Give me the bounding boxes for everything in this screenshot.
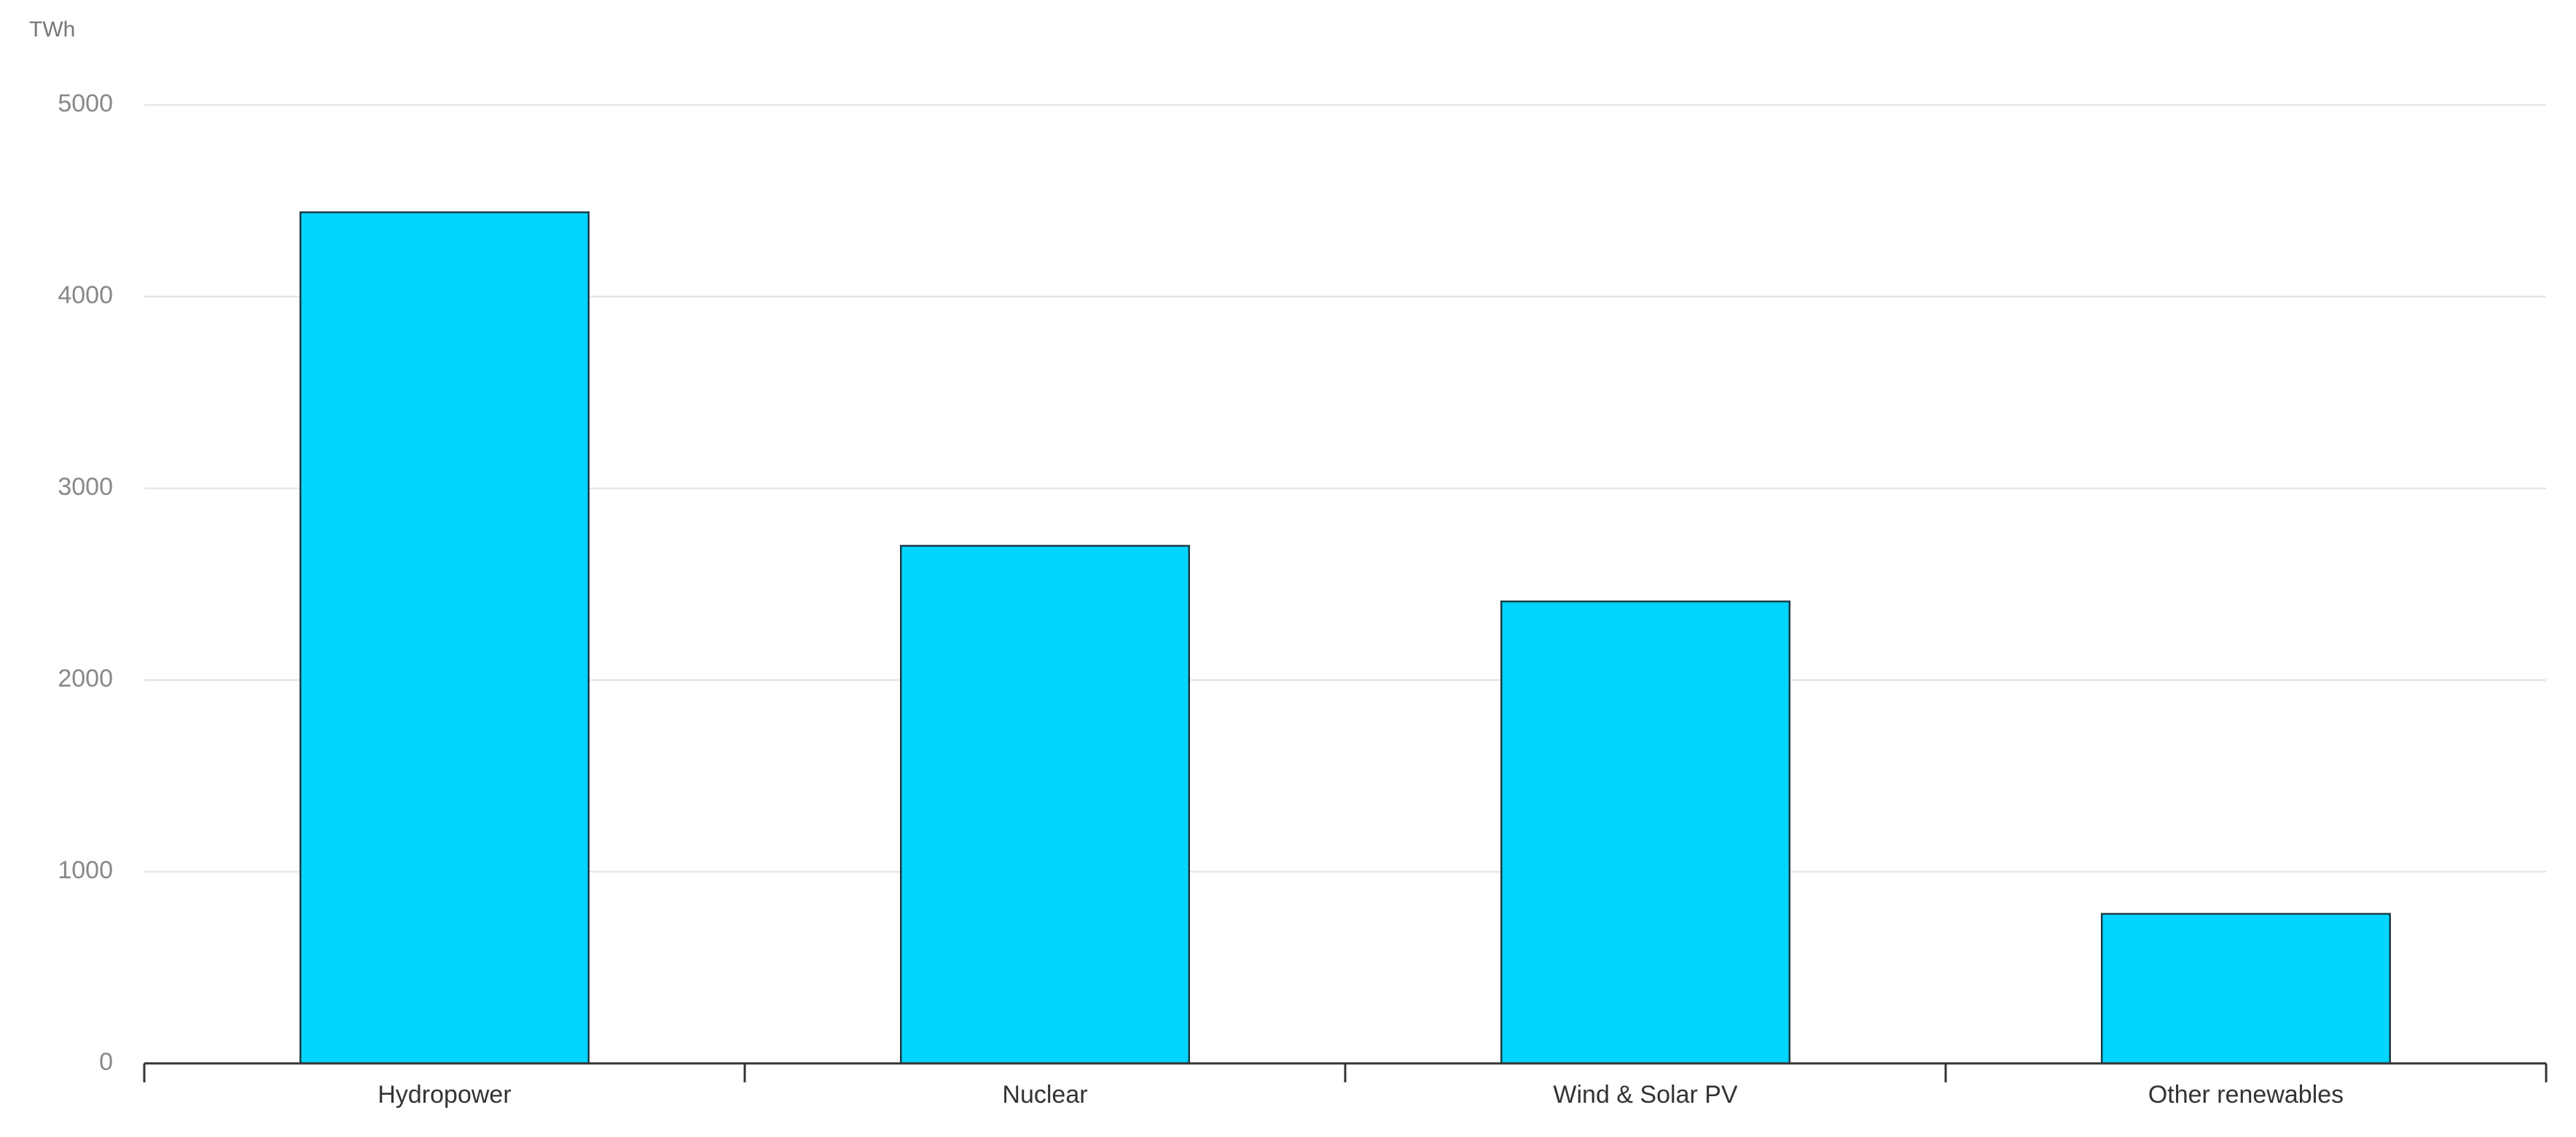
y-axis-label: TWh	[29, 17, 75, 42]
y-tick-label: 4000	[58, 281, 113, 309]
x-tick-label: Wind & Solar PV	[1553, 1081, 1738, 1109]
bar	[1500, 600, 1791, 1065]
y-tick-label: 3000	[58, 473, 113, 501]
bar	[299, 211, 590, 1065]
x-tick-label: Hydropower	[377, 1081, 511, 1109]
y-tick-label: 2000	[58, 665, 113, 692]
y-tick-label: 5000	[58, 90, 113, 117]
y-tick-label: 0	[99, 1048, 113, 1076]
x-tick-label: Nuclear	[1002, 1081, 1087, 1109]
x-tick-label: Other renewables	[2148, 1081, 2344, 1109]
bar	[2100, 913, 2392, 1065]
y-tick-label: 1000	[58, 856, 113, 884]
bar	[899, 544, 1191, 1065]
